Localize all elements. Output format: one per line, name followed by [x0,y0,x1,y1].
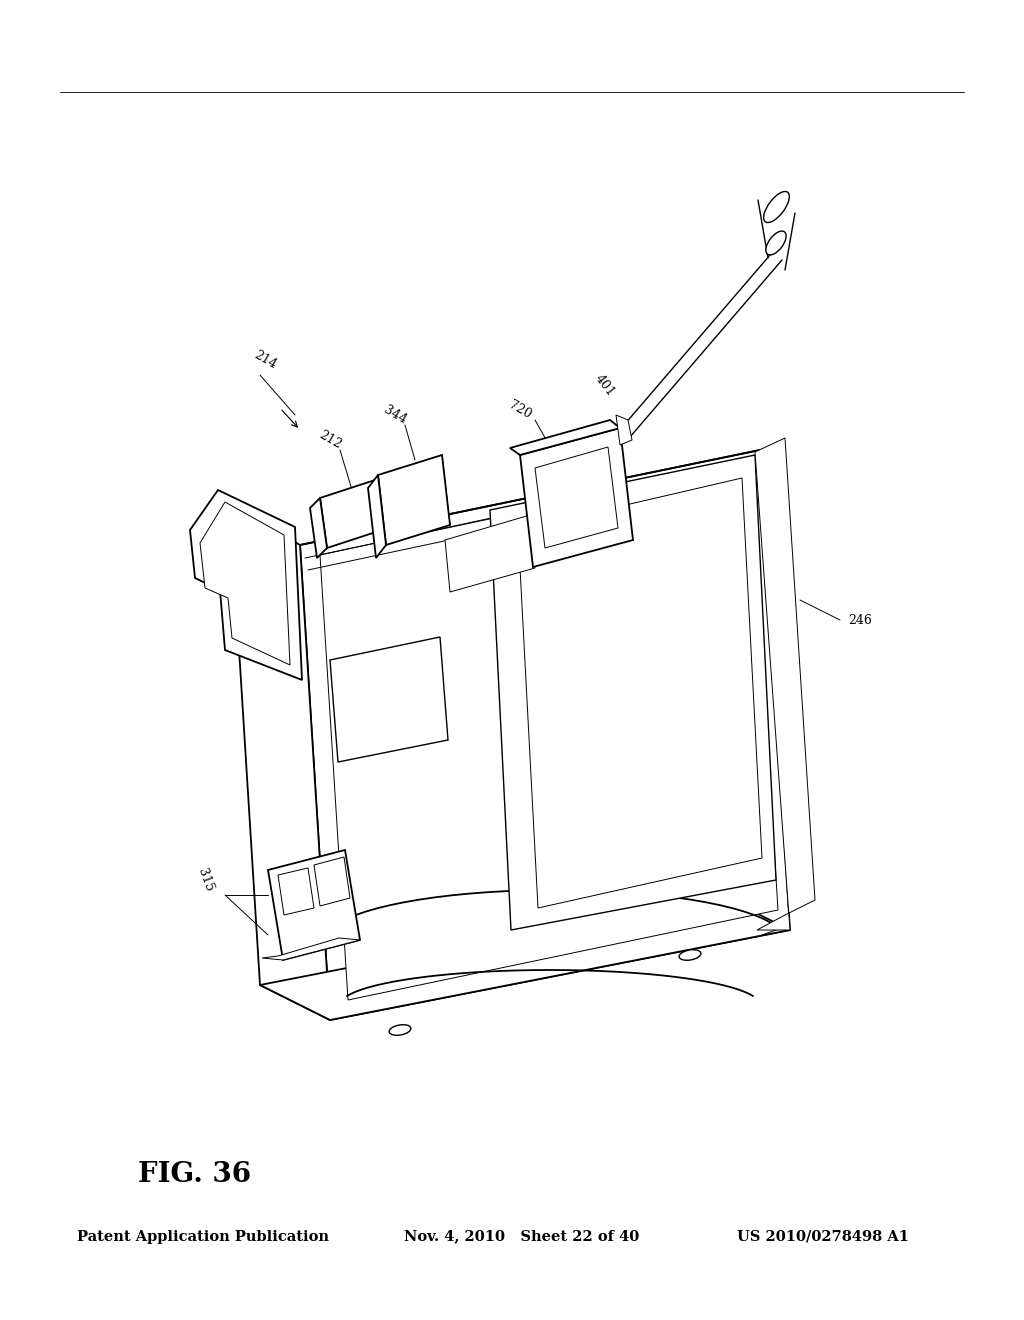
Ellipse shape [679,949,700,960]
Polygon shape [368,475,386,558]
Text: Nov. 4, 2010   Sheet 22 of 40: Nov. 4, 2010 Sheet 22 of 40 [404,1230,640,1243]
Ellipse shape [764,191,790,223]
Polygon shape [319,462,778,1001]
Text: US 2010/0278498 A1: US 2010/0278498 A1 [737,1230,909,1243]
Polygon shape [319,480,382,548]
Text: 344: 344 [381,404,409,426]
Text: 212: 212 [316,429,343,451]
Polygon shape [278,869,314,915]
Polygon shape [490,455,776,931]
Polygon shape [230,506,330,1020]
Polygon shape [616,414,632,445]
Polygon shape [310,498,327,558]
Text: 244: 244 [212,543,228,568]
Polygon shape [755,438,815,931]
Polygon shape [262,939,360,960]
Polygon shape [535,447,618,548]
Polygon shape [518,478,762,908]
Ellipse shape [766,231,786,255]
Polygon shape [200,502,290,665]
Text: Patent Application Publication: Patent Application Publication [77,1230,329,1243]
Text: 246: 246 [848,614,872,627]
Text: 315: 315 [195,866,215,894]
Polygon shape [190,490,302,680]
Text: 214: 214 [252,348,279,372]
Text: 401: 401 [593,371,617,399]
Polygon shape [268,850,360,960]
Polygon shape [520,428,633,568]
Text: FIG. 36: FIG. 36 [138,1162,252,1188]
Polygon shape [314,857,350,906]
Polygon shape [260,895,790,1020]
Ellipse shape [389,1024,411,1035]
Polygon shape [445,515,535,591]
Polygon shape [330,638,449,762]
Polygon shape [510,420,620,455]
Polygon shape [300,450,790,1020]
Text: 720: 720 [507,399,534,421]
Polygon shape [378,455,450,545]
